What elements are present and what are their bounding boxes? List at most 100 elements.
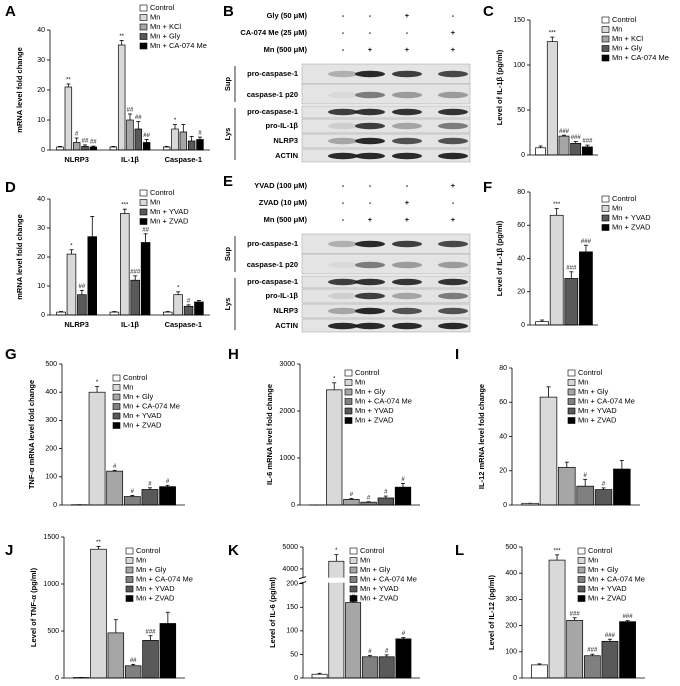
legend-swatch <box>349 557 358 564</box>
bar <box>535 321 549 326</box>
blot-band <box>355 137 385 145</box>
blot-band <box>328 292 358 300</box>
blot-band <box>355 278 385 286</box>
treatment-sign: - <box>342 215 345 224</box>
bar <box>579 251 593 326</box>
legend-label: Mn + ZVAD <box>355 415 394 424</box>
significance: # <box>401 477 405 483</box>
blot-band <box>328 91 358 99</box>
significance: ## <box>90 140 97 146</box>
bar <box>64 86 73 151</box>
y-tick-label: 100 <box>286 628 298 635</box>
blot-band <box>328 240 358 248</box>
legend-label: Mn + Gly <box>588 565 618 574</box>
blot-band <box>438 70 468 78</box>
legend-label: Mn <box>612 24 622 33</box>
blot-band <box>392 322 422 330</box>
legend-swatch <box>344 407 353 415</box>
bar <box>173 294 183 316</box>
blot-band <box>438 307 468 315</box>
legend-swatch <box>112 393 121 401</box>
significance: # <box>385 648 389 654</box>
y-tick-label: 500 <box>47 628 59 635</box>
significance: ### <box>582 139 593 145</box>
y-tick-label: 0 <box>41 147 45 154</box>
legend-label: Control <box>150 188 175 197</box>
significance: ### <box>571 135 582 141</box>
legend-label: Mn + CA-074 Me <box>612 53 669 62</box>
significance: * <box>96 380 99 386</box>
y-tick-label: 100 <box>505 649 517 656</box>
blot-strip <box>301 133 471 149</box>
legend-swatch <box>349 547 358 555</box>
band-label: NLRP3 <box>273 136 298 145</box>
legend-label: Mn <box>150 12 160 21</box>
bar <box>558 135 570 156</box>
y-tick-label: 40 <box>499 433 507 440</box>
significance: * <box>70 243 73 249</box>
bar <box>394 486 412 506</box>
legend-swatch <box>577 585 586 593</box>
legend-label: Mn + CA-074 Me <box>136 574 193 583</box>
legend-swatch <box>125 585 134 593</box>
bar <box>162 311 173 316</box>
band-label: NLRP3 <box>273 306 298 315</box>
legend-label: Mn + YVAD <box>360 584 399 593</box>
y-tick-label: 1000 <box>43 581 59 588</box>
legend-label: Control <box>612 194 637 203</box>
panel-letter: L <box>455 542 464 559</box>
treatment-label: YVAD (100 μM) <box>254 181 307 190</box>
bar <box>130 279 140 316</box>
legend-label: Mn + CA-074 Me <box>123 401 180 410</box>
legend-label: Control <box>360 546 385 555</box>
bar <box>311 673 328 679</box>
y-tick-label: 40 <box>37 27 45 34</box>
significance: *** <box>553 202 561 208</box>
legend-swatch <box>601 16 610 24</box>
blot-band <box>392 278 422 286</box>
y-tick-label: 5000 <box>282 544 298 551</box>
bar <box>549 214 564 326</box>
legend-swatch <box>601 26 610 33</box>
significance: ## <box>135 115 142 121</box>
y-axis-label: mRNA level fold change <box>15 47 24 133</box>
legend-swatch <box>567 369 576 377</box>
blot-band <box>438 108 468 116</box>
legend-label: Mn + ZVAD <box>136 593 175 602</box>
band-label: pro-caspase-1 <box>247 277 298 286</box>
treatment-label: Mn (500 μM) <box>264 45 308 54</box>
legend-swatch <box>601 205 610 212</box>
y-axis-label: TNF-α mRNA level fold change <box>27 380 36 489</box>
significance: ### <box>570 611 581 617</box>
bar <box>106 470 124 506</box>
group-label: Sup <box>223 77 232 92</box>
band-label: pro-caspase-1 <box>247 69 298 78</box>
significance: ** <box>119 34 124 40</box>
blot-strip <box>301 253 471 275</box>
blot-band <box>392 292 422 300</box>
blot-band <box>438 261 468 269</box>
bar <box>361 656 378 679</box>
blot-band <box>438 152 468 160</box>
bar <box>601 640 619 679</box>
significance: ## <box>142 227 149 233</box>
y-tick-label: 0 <box>55 675 59 682</box>
legend-swatch <box>567 379 576 386</box>
bar <box>566 620 584 679</box>
significance: ### <box>581 239 592 245</box>
x-tick-label: Caspase-1 <box>165 320 203 329</box>
blot-band <box>328 278 358 286</box>
legend-label: Mn + Gly <box>360 565 390 574</box>
blot-band <box>328 307 358 315</box>
y-tick-label: 0 <box>513 675 517 682</box>
blot-band <box>392 261 422 269</box>
panel-letter: A <box>5 3 16 20</box>
legend-label: Mn + Gly <box>123 392 153 401</box>
legend-swatch <box>349 566 358 574</box>
y-tick-label: 0 <box>521 152 525 159</box>
legend-label: Control <box>578 368 603 377</box>
band-label: pro-caspase-1 <box>247 239 298 248</box>
legend-swatch <box>125 576 134 583</box>
significance: ### <box>587 648 598 654</box>
significance: # <box>368 649 372 655</box>
